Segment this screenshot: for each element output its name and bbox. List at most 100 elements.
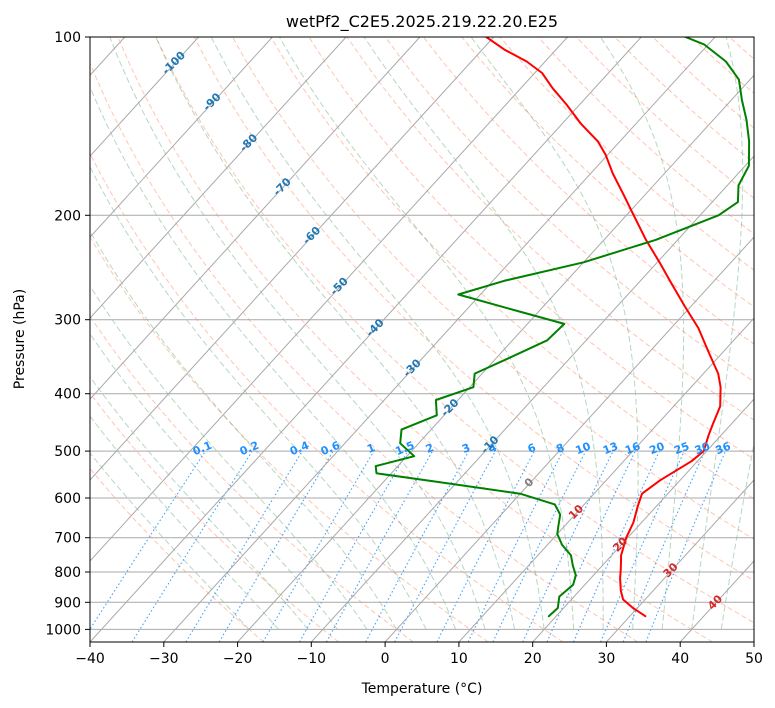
moist-adiabat [90, 415, 279, 630]
y-tick-label: 500 [54, 444, 81, 460]
chart-title: wetPf2_C2E5.2025.219.22.20.E25 [286, 12, 558, 32]
plot-frame [89, 36, 755, 643]
mixing-ratio-label: 0.6 [319, 439, 342, 458]
mixing-ratio-line [299, 450, 409, 642]
y-tick-label: 100 [54, 30, 81, 46]
mixing-ratio-label: 16 [623, 439, 642, 457]
mixing-ratio-label: 36 [714, 439, 733, 457]
x-tick-label: −20 [223, 651, 253, 667]
mixing-ratio-label: 1 [365, 441, 377, 456]
dry-adiabat [614, 37, 754, 164]
mixing-ratio-label: 2 [424, 441, 436, 456]
y-tick-label: 300 [54, 313, 81, 329]
moist-adiabat [691, 37, 744, 630]
isotherm-line [310, 155, 754, 642]
isotherm-line [532, 398, 754, 642]
y-tick-label: 200 [54, 208, 81, 224]
mixing-ratio-line [467, 450, 564, 642]
line-labels: 0.1 0.2 0.4 0.6 1 1.5 2 3 4 6 8 10 13 16 20 25 30 36-100-… [159, 48, 733, 612]
isotherm-line [90, 37, 568, 562]
isotherm-line [90, 37, 421, 400]
isotherm-line [90, 37, 642, 642]
mixing-ratio-label: 10 [574, 439, 593, 457]
mixing-ratio-label: 13 [601, 440, 620, 458]
x-axis-label: Temperature (°C) [361, 681, 483, 697]
x-tick-label: −40 [75, 651, 105, 667]
isotherm-line [90, 37, 347, 319]
mixing-ratio-line [394, 450, 496, 642]
dry-adiabat [90, 392, 339, 642]
dry-adiabat [652, 37, 754, 129]
moist-adiabat [90, 85, 457, 630]
mixing-ratio-line [131, 450, 253, 642]
isotherm-line [237, 74, 754, 642]
y-tick-label: 600 [54, 491, 81, 507]
moist-adiabat [599, 37, 685, 630]
moist-adiabat [210, 37, 545, 630]
mixing-ratio-line [325, 450, 433, 642]
dry-adiabat [90, 152, 564, 642]
x-tick-label: 30 [597, 651, 615, 667]
dry-adiabat [423, 37, 754, 345]
mixing-ratio-label: 30 [693, 439, 712, 457]
mixing-ratio-line [622, 450, 706, 642]
moist-adiabat [90, 332, 338, 630]
axes: −40 −30 −20 −10 0 10 20 30 40 5010020030040050060… [45, 30, 763, 667]
dry-adiabat [576, 37, 754, 199]
dry-adiabat [90, 235, 489, 642]
mixing-ratio-line [185, 450, 303, 642]
dewpoint-profile [374, 37, 751, 618]
mixing-ratio-label: 25 [672, 440, 691, 458]
mixing-ratio-line [492, 450, 587, 642]
y-tick-label: 1000 [45, 622, 81, 638]
x-tick-label: −10 [297, 651, 327, 667]
dry-adiabat [728, 37, 754, 60]
moist-adiabat [363, 37, 604, 630]
x-tick-label: 20 [524, 651, 542, 667]
isotherm-line [90, 37, 199, 157]
x-tick-label: 40 [671, 651, 689, 667]
background-lines [90, 37, 775, 642]
mixing-ratio-line [365, 450, 470, 642]
mixing-ratio-label: 0.2 [238, 439, 261, 458]
mixing-ratio-line [90, 450, 206, 631]
dry-adiabat [461, 37, 754, 308]
y-axis-label: Pressure (hPa) [12, 289, 28, 389]
mixing-ratio-line [645, 450, 727, 642]
dry-adiabat [767, 37, 775, 642]
mixing-ratio-label: 0.1 [191, 439, 214, 458]
mixing-ratio-line [572, 450, 660, 642]
y-tick-label: 400 [54, 387, 81, 403]
temperature-profile [485, 37, 722, 618]
dry-adiabat [193, 37, 754, 582]
dry-adiabat [346, 37, 754, 421]
dry-adiabat [90, 467, 265, 642]
y-tick-label: 900 [54, 595, 81, 611]
mixing-ratio-label: 8 [554, 441, 566, 456]
x-tick-label: 10 [450, 651, 468, 667]
moist-adiabat [109, 37, 486, 630]
mixing-ratio-label: 20 [647, 439, 666, 457]
isotherm-line [679, 560, 754, 642]
mixing-ratio-label: 3 [460, 441, 472, 456]
moist-adiabat [90, 452, 250, 630]
mixing-ratio-line [262, 450, 375, 642]
dry-adiabat [308, 37, 754, 460]
isotherm-line [90, 37, 495, 481]
mixing-ratio-line [436, 450, 535, 642]
moist-adiabat [90, 284, 368, 630]
isotherm-line [753, 641, 754, 642]
dry-adiabat [90, 315, 414, 642]
y-tick-label: 700 [54, 531, 81, 547]
isotherm-line [606, 479, 754, 642]
mixing-ratio-line [600, 450, 685, 642]
moist-adiabat [470, 37, 639, 630]
data-layer [374, 37, 751, 618]
dry-adiabat [537, 37, 754, 235]
moist-adiabat [90, 375, 309, 630]
dry-adiabat [270, 37, 754, 500]
moist-adiabat [155, 37, 516, 630]
dry-adiabat [155, 37, 754, 624]
moist-adiabat [90, 165, 427, 630]
